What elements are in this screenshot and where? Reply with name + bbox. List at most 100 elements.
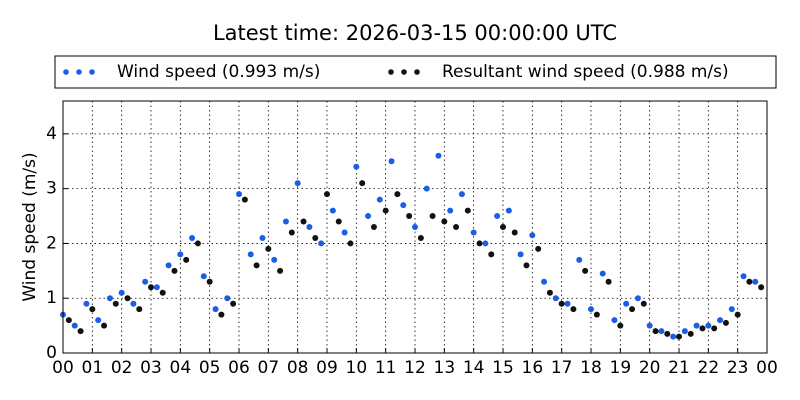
data-point [693, 322, 700, 329]
x-tick-label: 16 [522, 358, 544, 378]
data-point [511, 229, 518, 236]
legend-marker [414, 69, 420, 75]
x-tick-label: 00 [756, 358, 778, 378]
data-point [106, 295, 113, 302]
data-point [523, 262, 530, 269]
data-point [324, 191, 330, 198]
data-point [717, 317, 724, 324]
legend-marker [401, 69, 407, 75]
y-tick-label: 0 [46, 343, 57, 363]
data-point [417, 234, 424, 241]
y-axis-label: Wind speed (m/s) [20, 152, 40, 301]
data-point [382, 207, 389, 214]
data-point [77, 328, 84, 335]
legend-marker [89, 69, 95, 75]
data-point [259, 234, 266, 241]
data-point [124, 295, 131, 302]
data-point [294, 180, 301, 187]
x-tick-label: 14 [463, 358, 485, 378]
data-point [171, 267, 178, 274]
x-tick-label: 21 [668, 358, 690, 378]
data-point [517, 251, 524, 258]
data-point [441, 218, 448, 225]
x-tick-label: 12 [404, 358, 426, 378]
data-point [570, 306, 577, 313]
x-tick-label: 06 [228, 358, 250, 378]
data-point [341, 229, 348, 236]
data-point [646, 322, 653, 329]
data-point [159, 289, 166, 296]
x-tick-label: 18 [580, 358, 602, 378]
data-point [546, 289, 553, 296]
data-point [740, 273, 747, 280]
data-point [400, 202, 407, 209]
data-point [699, 325, 706, 332]
x-tick-label: 20 [639, 358, 661, 378]
data-point [282, 218, 289, 225]
legend-marker [63, 69, 69, 75]
data-point [271, 256, 278, 263]
x-tick-label: 03 [140, 358, 162, 378]
data-point [353, 163, 360, 170]
data-point [494, 213, 501, 220]
data-point [435, 152, 442, 159]
data-point [212, 306, 219, 313]
data-point [482, 240, 489, 247]
data-point [658, 328, 665, 335]
data-point [112, 300, 119, 307]
data-point [734, 311, 741, 318]
data-point [142, 278, 149, 285]
data-point [101, 322, 108, 329]
x-tick-label: 11 [375, 358, 397, 378]
data-point [370, 224, 377, 230]
x-tick-label: 15 [492, 358, 514, 378]
data-point [194, 240, 201, 247]
data-point [83, 300, 90, 307]
data-point [711, 325, 718, 332]
data-point [758, 284, 765, 291]
data-point [476, 240, 483, 247]
data-point [447, 207, 454, 214]
x-tick-label: 04 [170, 358, 192, 378]
data-point [241, 196, 248, 203]
x-tick-label: 08 [287, 358, 309, 378]
x-tick-label: 02 [111, 358, 133, 378]
data-point [306, 224, 313, 230]
data-point [71, 322, 78, 329]
data-point [148, 284, 154, 291]
data-point [136, 306, 143, 313]
x-tick-label: 23 [727, 358, 749, 378]
data-point [687, 330, 694, 337]
data-point [752, 278, 759, 285]
data-point [318, 240, 325, 247]
data-point [670, 333, 677, 340]
data-point [488, 251, 495, 258]
data-point [728, 306, 735, 313]
data-point [253, 262, 260, 269]
data-point [429, 213, 436, 220]
data-point [65, 317, 72, 324]
data-point [335, 218, 342, 225]
data-point [576, 256, 583, 263]
data-point [453, 224, 460, 230]
data-point [118, 289, 125, 296]
data-point [376, 196, 383, 203]
data-point [130, 300, 137, 307]
data-point [365, 213, 372, 220]
data-point [746, 278, 753, 285]
x-tick-label: 09 [316, 358, 338, 378]
data-point [394, 191, 401, 198]
x-tick-label: 05 [199, 358, 221, 378]
data-point [564, 300, 571, 307]
data-point [588, 306, 594, 313]
data-point [89, 306, 96, 313]
legend-label: Resultant wind speed (0.988 m/s) [442, 62, 729, 82]
data-point [617, 322, 624, 329]
data-point [388, 158, 395, 165]
data-point [359, 180, 366, 187]
y-tick-label: 2 [46, 233, 57, 253]
x-tick-label: 07 [258, 358, 280, 378]
data-point [681, 328, 688, 335]
data-point [153, 284, 160, 291]
data-point [652, 328, 659, 335]
